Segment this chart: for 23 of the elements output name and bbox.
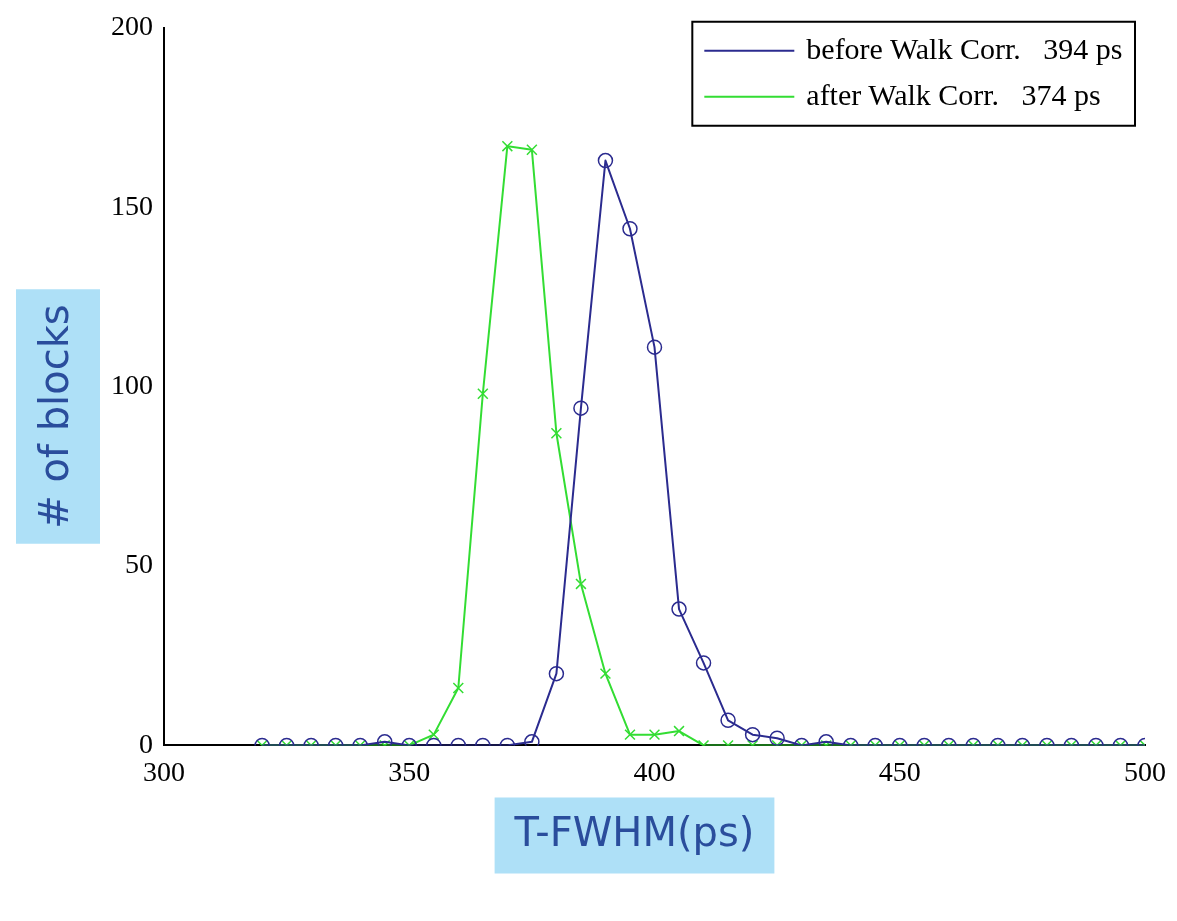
x-tick-label: 400 [633, 755, 676, 787]
point [597, 152, 614, 169]
y-tick-label: 150 [111, 189, 153, 221]
point [646, 339, 663, 355]
x-tick-label: 350 [388, 755, 431, 787]
y-axis-title: # of blocks [31, 304, 78, 529]
point [526, 144, 538, 156]
point [818, 734, 834, 746]
x-axis-title: T-FWHM(ps) [513, 808, 755, 855]
point [573, 400, 589, 416]
point [477, 388, 489, 400]
y-tick-label: 50 [125, 548, 153, 580]
x-tick-label: 450 [878, 755, 921, 787]
legend-label: before Walk Corr. 394 ps [806, 31, 1123, 65]
point [524, 734, 540, 746]
y-tick-label: 100 [111, 368, 153, 400]
point [501, 140, 514, 152]
y-tick-label: 200 [111, 10, 153, 42]
x-tick-label: 500 [1124, 755, 1166, 787]
legend-label: after Walk Corr. 374 ps [806, 77, 1101, 111]
point [376, 734, 393, 746]
point [550, 427, 563, 439]
point [622, 220, 638, 237]
